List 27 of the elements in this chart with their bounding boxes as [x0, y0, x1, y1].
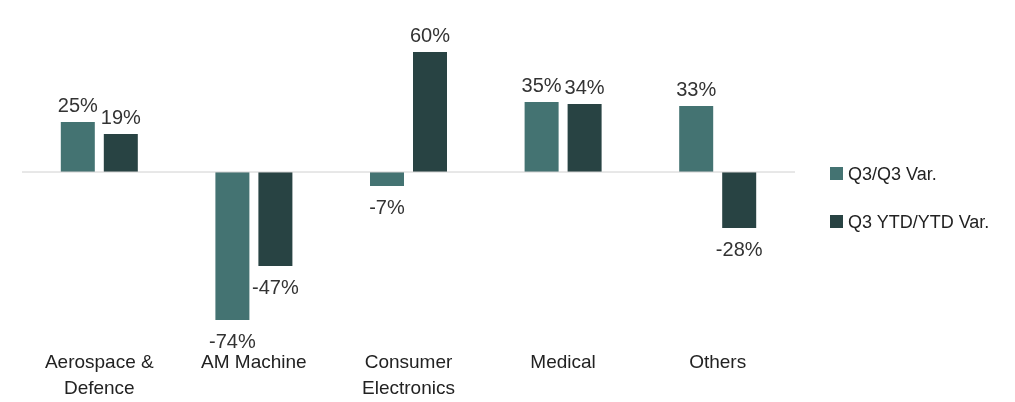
data-label: 19%	[100, 106, 142, 128]
data-label: -28%	[715, 238, 763, 260]
data-label: -74%	[209, 330, 256, 352]
bar	[567, 104, 602, 172]
bar	[722, 172, 757, 228]
x-tick-label: AM Machine	[201, 351, 307, 372]
bar	[679, 106, 714, 172]
x-tick-label: Others	[689, 351, 747, 372]
data-label: 25%	[57, 94, 99, 116]
bar	[258, 172, 293, 266]
bar	[215, 172, 250, 320]
data-label: 34%	[564, 76, 605, 98]
legend-label: Q3/Q3 Var.	[848, 164, 937, 184]
x-tick-label: Consumer Electronics	[362, 351, 455, 398]
bar	[370, 172, 404, 186]
data-label: -7%	[369, 196, 405, 218]
bar	[524, 102, 559, 172]
bar	[60, 122, 95, 172]
data-label: -47%	[252, 276, 299, 298]
legend-label: Q3 YTD/YTD Var.	[848, 212, 990, 232]
data-label: 35%	[521, 74, 562, 96]
bar	[413, 52, 447, 172]
data-label: 33%	[676, 78, 717, 100]
x-tick-label: Medical	[530, 351, 596, 372]
bar	[103, 134, 138, 172]
x-tick-label: Aerospace & Defence	[44, 351, 155, 398]
data-label: 60%	[409, 24, 451, 46]
